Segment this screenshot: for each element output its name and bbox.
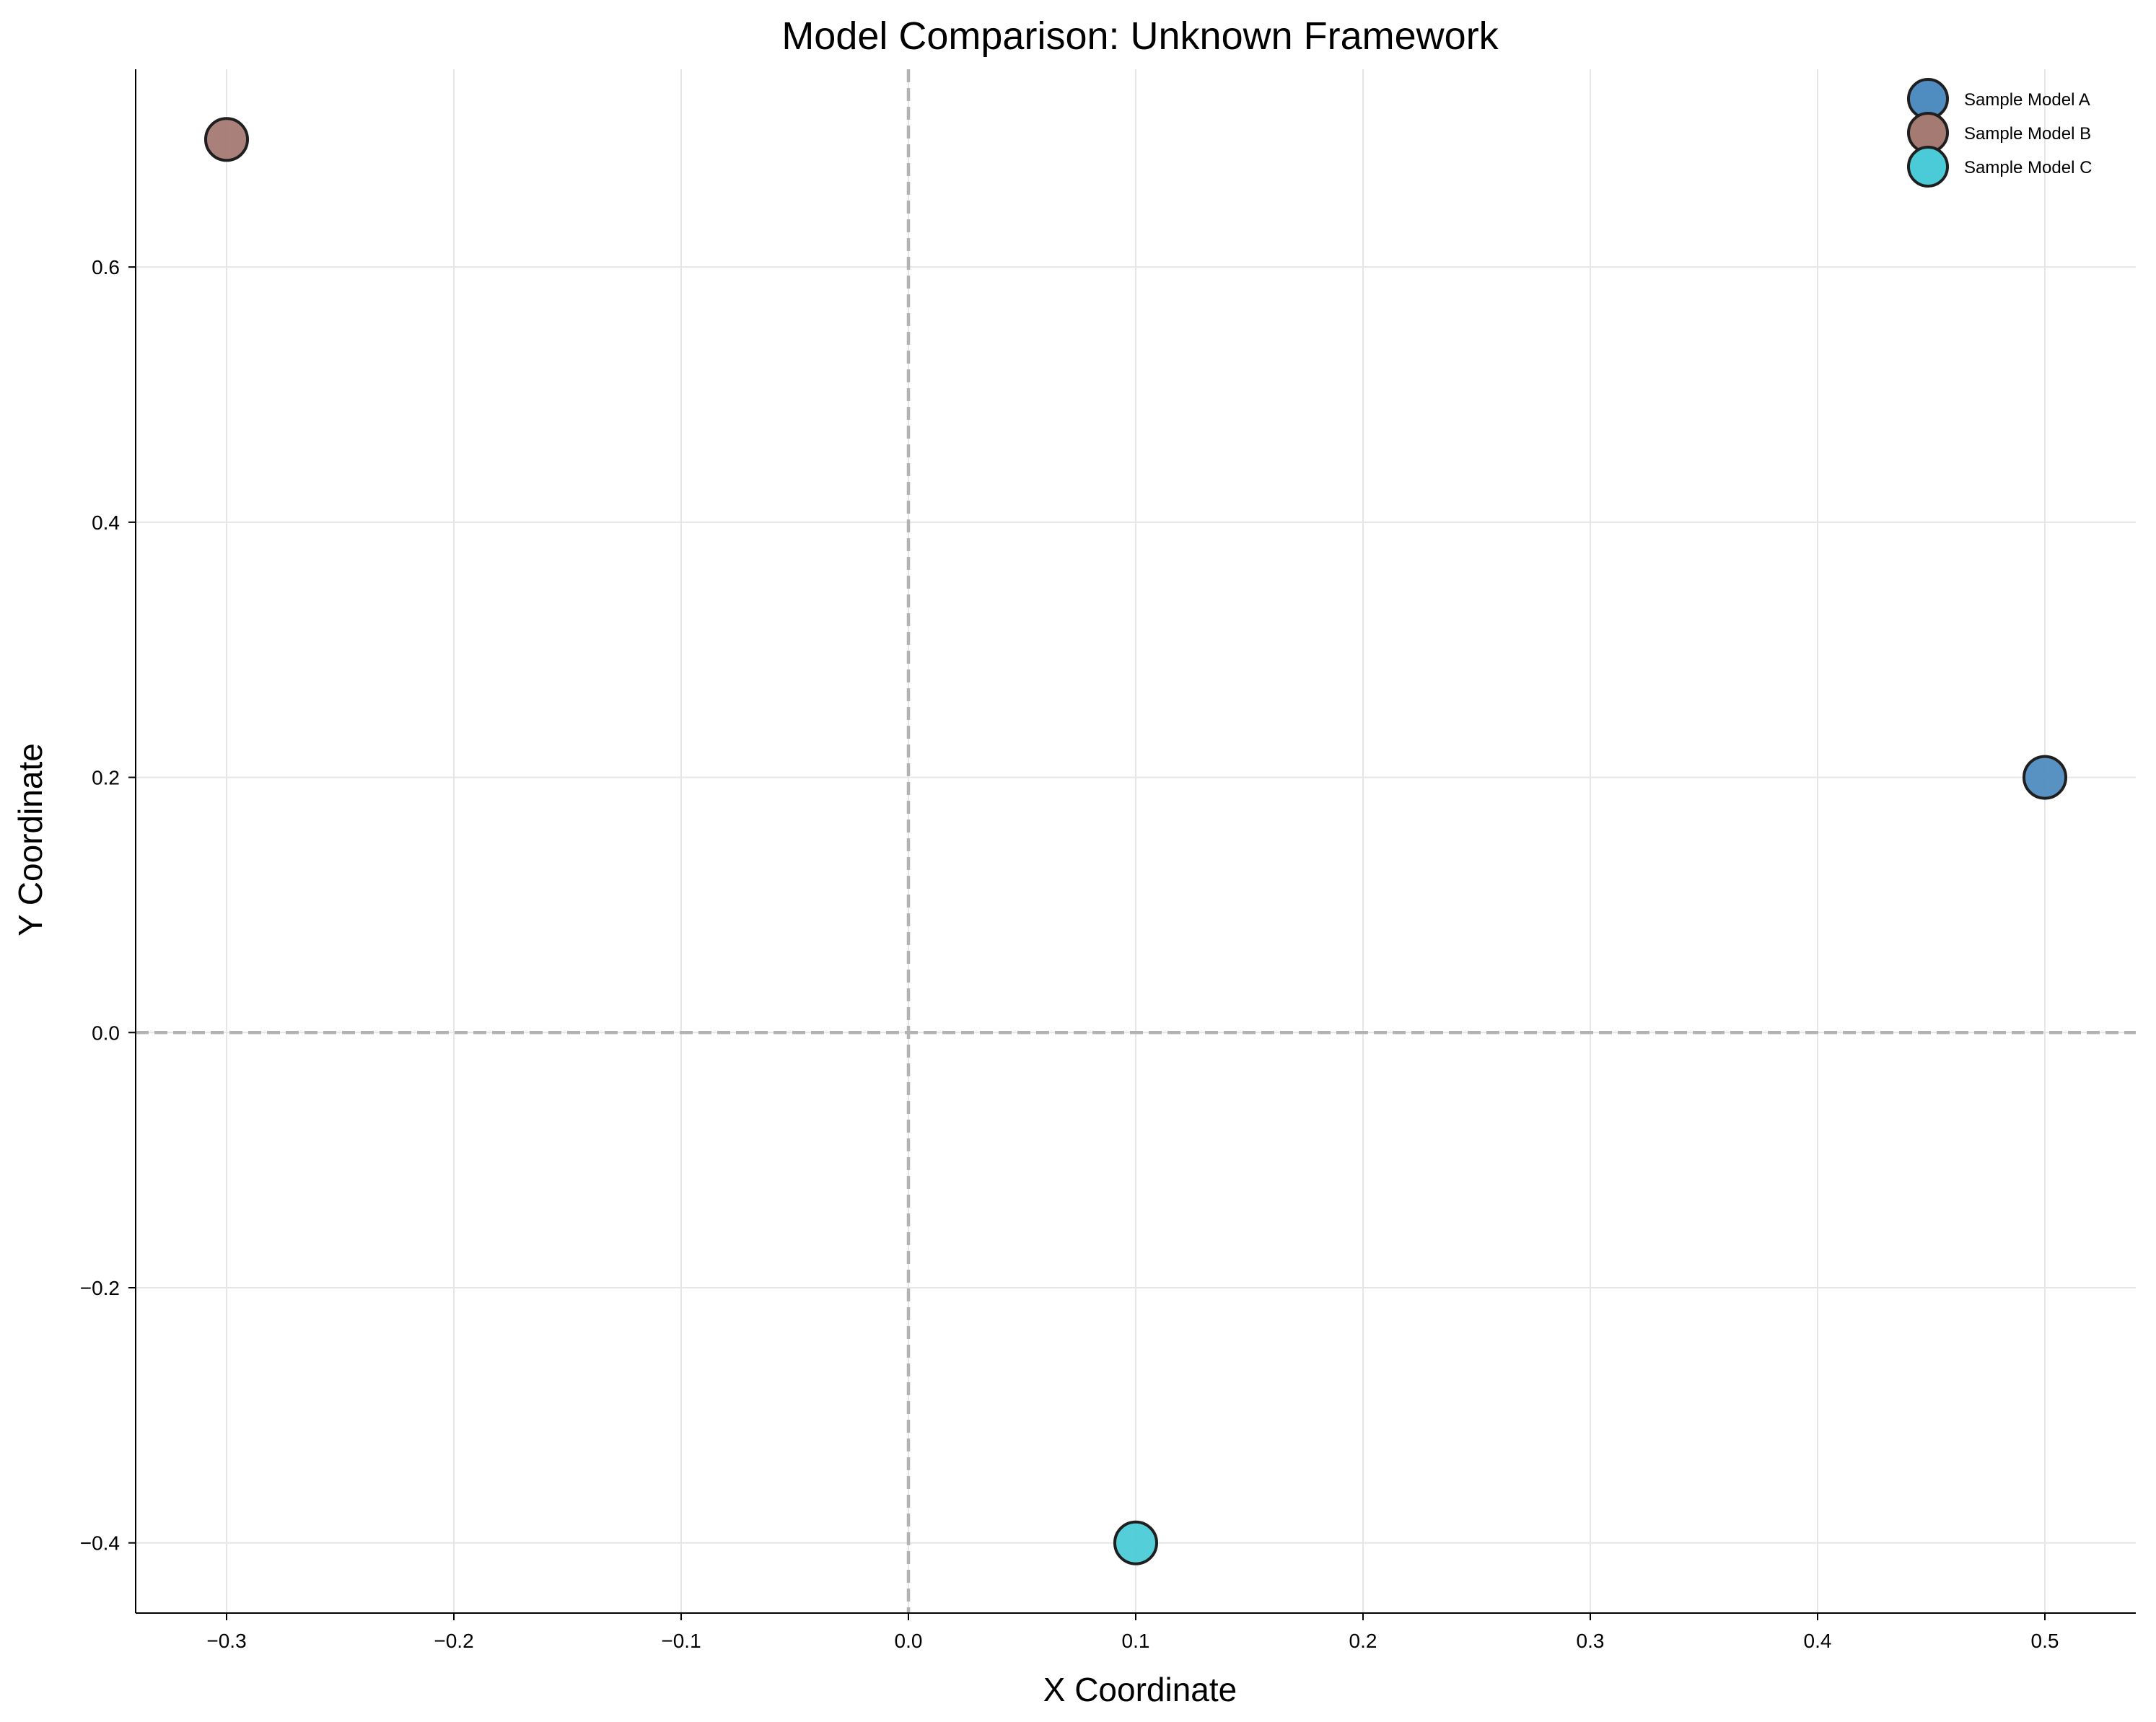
y-tick-label: 0.2	[92, 767, 120, 789]
data-point-sample-model-c	[1113, 1520, 1158, 1565]
x-tick-label: 0.2	[1349, 1630, 1377, 1652]
x-tick-label: 0.3	[1577, 1630, 1605, 1652]
data-point-sample-model-b	[204, 117, 249, 162]
y-tick-label: −0.4	[80, 1532, 120, 1555]
x-tick-label: 0.0	[895, 1630, 923, 1652]
x-tick-label: 0.4	[1804, 1630, 1832, 1652]
x-tick-label: 0.5	[2031, 1630, 2059, 1652]
y-tick-label: 0.4	[92, 511, 120, 534]
x-tick-label: −0.2	[434, 1630, 473, 1652]
data-point-sample-model-a	[2023, 755, 2067, 800]
chart-title: Model Comparison: Unknown Framework	[781, 14, 1499, 58]
legend-marker	[1907, 146, 1949, 188]
legend-label: Sample Model C	[1964, 158, 2092, 177]
y-tick-label: 0.0	[92, 1022, 120, 1044]
x-tick-label: 0.1	[1122, 1630, 1150, 1652]
reference-lines	[136, 69, 2136, 1613]
x-tick-label: −0.1	[661, 1630, 701, 1652]
legend: Sample Model A Sample Model B Sample Model…	[1907, 78, 2092, 188]
x-tick-label: −0.3	[206, 1630, 246, 1652]
data-points	[204, 117, 2067, 1565]
y-tick-label: −0.2	[80, 1277, 120, 1299]
y-tick-label: 0.6	[92, 256, 120, 278]
x-axis-ticks: −0.3 −0.2 −0.1 0.0 0.1 0.2 0.3 0.4 0.5	[206, 1613, 2059, 1652]
x-axis-label: X Coordinate	[1043, 1671, 1237, 1708]
y-axis-ticks: −0.4 −0.2 0.0 0.2 0.4 0.6	[80, 256, 136, 1555]
y-axis-label: Y Coordinate	[12, 743, 49, 936]
grid-lines	[136, 69, 2136, 1613]
legend-label: Sample Model A	[1964, 90, 2090, 110]
legend-label: Sample Model B	[1964, 124, 2091, 144]
